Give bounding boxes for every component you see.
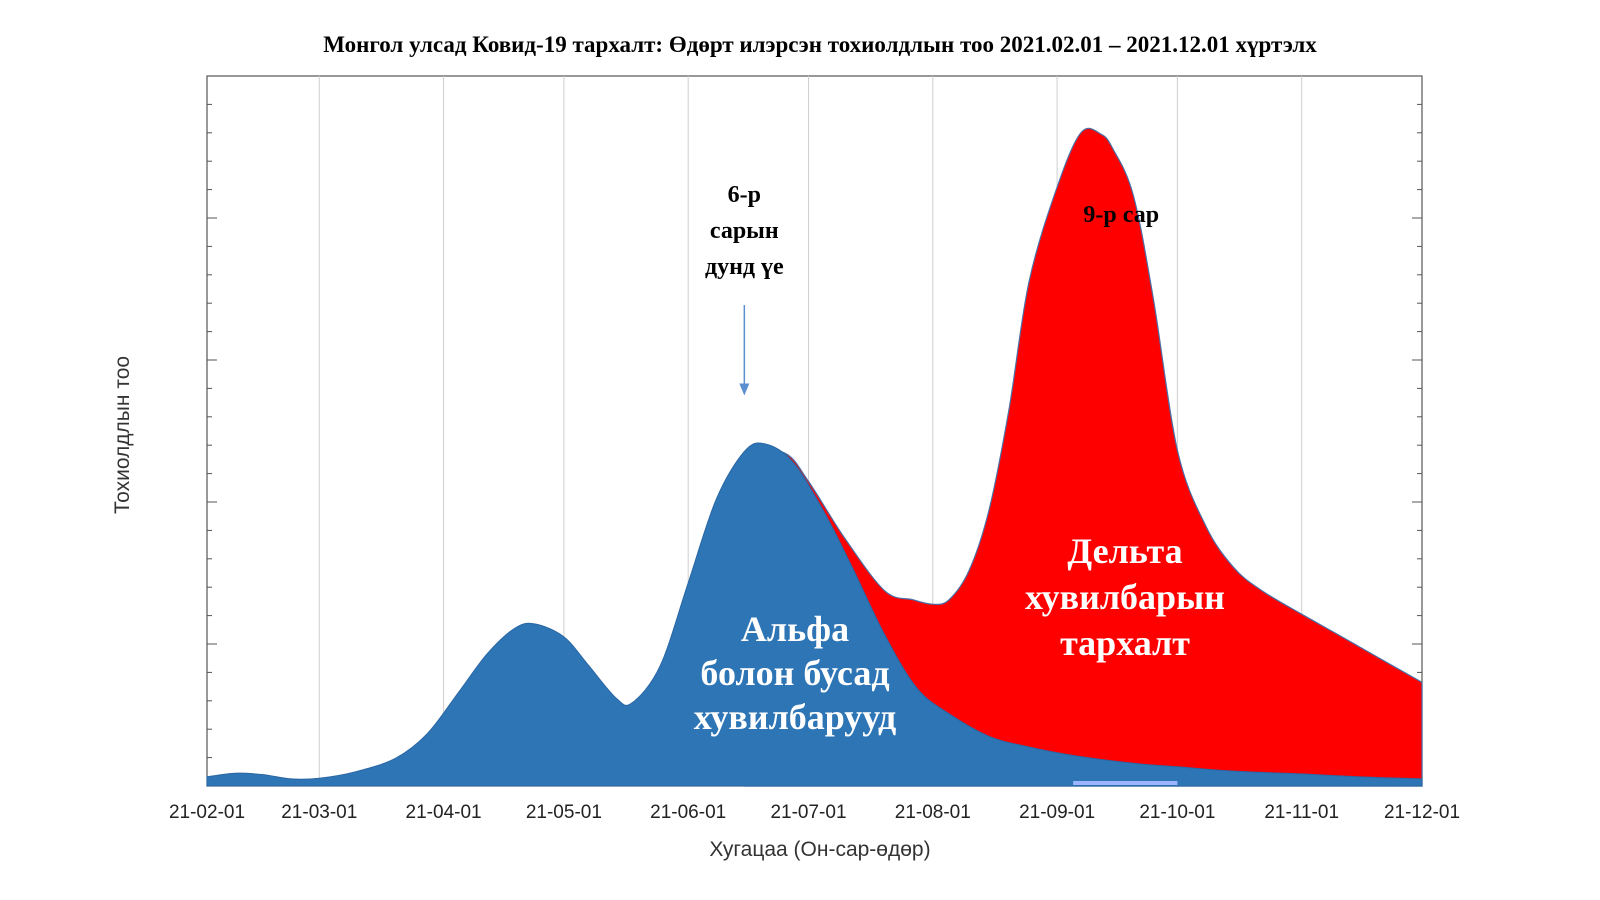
- area-label-alpha: хувилбарууд: [694, 697, 897, 737]
- area-label-alpha: Альфа: [741, 609, 849, 649]
- annotation-mid-june-line: 6-р: [728, 182, 761, 208]
- annotation-mid-june-line: сарын: [710, 218, 779, 244]
- area-label-delta: хувилбарын: [1025, 577, 1225, 617]
- annotation-arrow-head: [739, 383, 750, 396]
- chart-title: Монгол улсад Ковид-19 тархалт: Өдөрт илэ…: [323, 32, 1317, 57]
- x-tick-label: 21-06-01: [650, 802, 726, 823]
- x-tick-label: 21-08-01: [895, 802, 971, 823]
- series-alpha-area: [206, 442, 1423, 787]
- x-tick-label: 21-04-01: [406, 802, 482, 823]
- x-tick-label: 21-05-01: [526, 802, 602, 823]
- area-label-delta: тархалт: [1060, 623, 1190, 663]
- y-axis-label: Тохиолдлын тоо: [111, 356, 134, 514]
- x-tick-label: 21-02-01: [169, 802, 245, 823]
- annotation-mid-june-line: дунд үе: [705, 254, 784, 280]
- x-tick-label: 21-12-01: [1384, 802, 1460, 823]
- x-tick-label: 21-09-01: [1019, 802, 1095, 823]
- annotation-september: 9-р сар: [1083, 202, 1159, 228]
- x-tick-label: 21-10-01: [1139, 802, 1215, 823]
- area-label-delta: Дельта: [1067, 531, 1182, 571]
- x-tick-label: 21-11-01: [1264, 802, 1339, 823]
- series-delta-area: [743, 127, 1423, 787]
- x-tick-label: 21-07-01: [770, 802, 846, 823]
- x-axis-label: Хугацаа (Он-сар-өдөр): [709, 838, 930, 861]
- x-tick-label: 21-03-01: [281, 802, 357, 823]
- area-label-alpha: болон бусад: [700, 653, 889, 693]
